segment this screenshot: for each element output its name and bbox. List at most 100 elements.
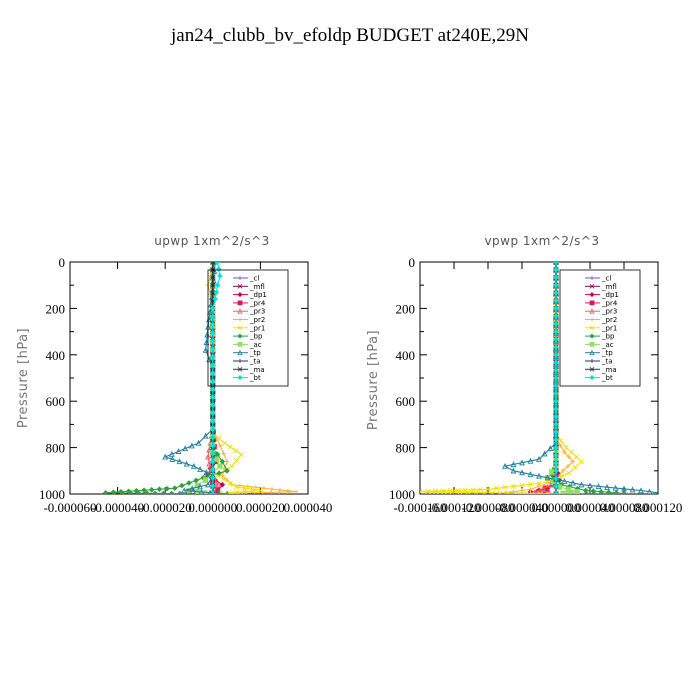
legend-marker [237, 333, 243, 339]
legend-entry: _dp1 [249, 291, 267, 299]
legend-entry: _tp [249, 349, 261, 357]
legend-entry: _ma [601, 366, 617, 374]
legend-entry: _ta [601, 358, 613, 366]
legend-marker [589, 349, 595, 356]
legend-marker [589, 367, 595, 372]
y-tick-label: 400 [396, 348, 416, 363]
x-tick-label: 0.000000 [532, 500, 581, 515]
legend-entry: _cl [601, 275, 611, 283]
legend-entry: _pr4 [601, 299, 618, 307]
panel-upwp: upwp 1xm^2/s^3 Pressure [hPa] 0 200 400 600… [16, 234, 332, 515]
y-axis-label: Pressure [hPa] [16, 328, 31, 428]
legend-entry: _bp [249, 333, 263, 341]
legend-entry: _pr2 [601, 316, 617, 324]
x-tick-label: 0.000120 [634, 500, 683, 515]
y-tick-label: 0 [59, 255, 66, 270]
y-tick-label: 0 [409, 255, 416, 270]
x-tick-label: -0.000080 [461, 500, 514, 515]
series-line-tp [503, 262, 658, 494]
legend-entry: _pr3 [601, 308, 617, 316]
legend-entry: _bt [601, 374, 613, 382]
plot-area-upwp: 0 200 400 600 800 1000-0.000060-0.000040-0.00… [39, 255, 332, 515]
legend-entry: _pr2 [249, 316, 265, 324]
legend-marker [237, 308, 243, 314]
series-markers-ac [544, 262, 580, 494]
x-tick-label: -0.000040 [91, 500, 144, 515]
x-tick-label: 0.000080 [600, 500, 649, 515]
legend-marker [237, 342, 243, 347]
y-tick-label: 400 [46, 348, 66, 363]
series-markers-ac [186, 262, 223, 494]
legend-entry: _cl [249, 275, 259, 283]
y-tick-label: 200 [46, 301, 66, 316]
legend-entry: _bt [249, 374, 261, 382]
legend-marker [237, 300, 243, 306]
legend-marker [237, 325, 243, 331]
x-tick-label: -0.000040 [495, 500, 548, 515]
x-tick-label: -0.000120 [427, 500, 480, 515]
legend-entry: _ac [249, 341, 262, 349]
series-markers-bt [553, 262, 559, 494]
legend-marker [590, 317, 594, 322]
legend-marker [589, 284, 595, 289]
legend-entry: _tp [601, 349, 613, 357]
legend-marker [590, 359, 594, 363]
legend-marker [590, 276, 594, 280]
legend-marker [589, 292, 595, 298]
x-tick-label: 0.000040 [566, 500, 615, 515]
legend-marker [589, 375, 595, 381]
series-group [102, 262, 299, 494]
legend-box [559, 269, 641, 387]
series-line-ac [546, 262, 578, 494]
panel-vpwp: vpwp 1xm^2/s^3 Pressure [hPa] 0 200 400 600… [366, 234, 682, 515]
series-markers-tp [162, 262, 229, 494]
x-tick-label: 0.000020 [236, 500, 285, 515]
legend-marker [238, 276, 242, 280]
plot-area-vpwp: 02004006008001000-0.000160-0.000120-0.00… [389, 255, 682, 515]
y-tick-label: 800 [396, 441, 416, 456]
legend-entry: _bp [601, 333, 615, 341]
legend-marker [589, 325, 595, 331]
x-tick-label: 0.000040 [284, 500, 333, 515]
legend-marker [237, 284, 243, 289]
x-tick-label: -0.000160 [393, 500, 446, 515]
y-axis-label: Pressure [hPa] [366, 330, 381, 430]
legend-entry: _ma [249, 366, 265, 374]
legend-marker [237, 375, 243, 381]
legend-entry: _pr3 [249, 308, 265, 316]
panel-title: upwp 1xm^2/s^3 [154, 234, 270, 248]
legend-marker [589, 308, 595, 314]
legend-marker [589, 333, 595, 339]
x-tick-label: -0.000060 [43, 500, 96, 515]
legend-entry: _ta [249, 358, 261, 366]
series-markers-bt [209, 262, 223, 494]
legend-entry: _mfl [601, 283, 617, 291]
y-tick-label: 600 [46, 394, 66, 409]
legend-entry: _pr1 [249, 324, 265, 332]
x-tick-label: 0.000000 [188, 500, 237, 515]
y-tick-label: 200 [396, 301, 416, 316]
series-markers-pr2 [502, 262, 576, 494]
y-tick-label: 600 [396, 394, 416, 409]
x-tick-label: -0.000020 [139, 500, 192, 515]
y-tick-label: 1000 [389, 487, 415, 502]
legend-marker [589, 300, 595, 306]
series-markers-tp [502, 262, 658, 494]
series-group [420, 262, 658, 494]
legend-box [207, 269, 289, 387]
y-tick-label: 1000 [39, 487, 65, 502]
legend-entry: _mfl [249, 283, 265, 291]
legend-marker [238, 359, 242, 363]
legend-marker [237, 349, 243, 356]
y-tick-label: 800 [46, 441, 66, 456]
legend-entry: _pr4 [249, 299, 266, 307]
panel-title: vpwp 1xm^2/s^3 [484, 234, 599, 248]
legend-marker [238, 317, 242, 322]
legend-entry: _pr1 [601, 324, 617, 332]
legend-marker [589, 342, 595, 347]
legend-entry: _ac [601, 341, 614, 349]
legend-entry: _dp1 [601, 291, 619, 299]
figure-title: jan24_clubb_bv_efoldp BUDGET at240E,29N [170, 25, 529, 46]
legend-marker [237, 292, 243, 298]
